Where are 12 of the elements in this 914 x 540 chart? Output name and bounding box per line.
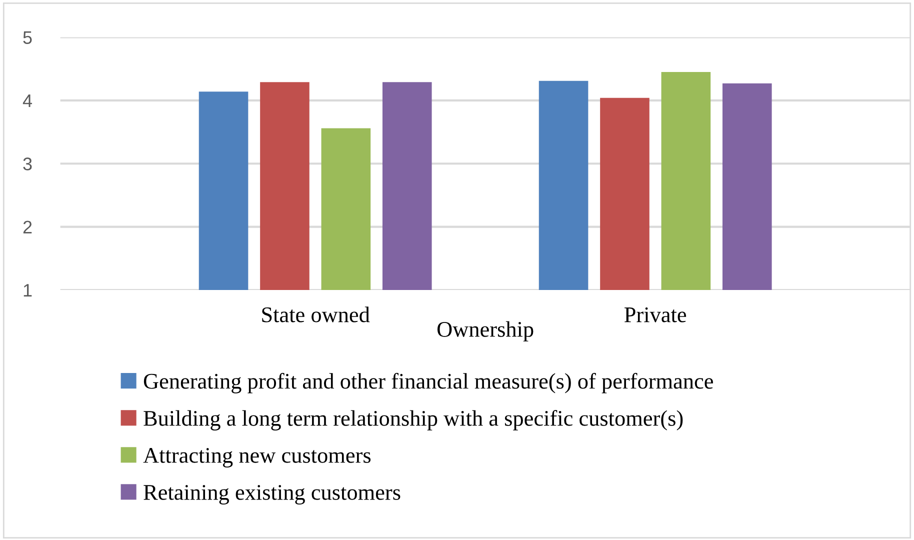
x-tick-label: Private bbox=[624, 307, 686, 322]
legend-label: Generating profit and other financial measure(s) of performance bbox=[144, 372, 713, 394]
x-tick-label: State owned bbox=[262, 306, 370, 322]
y-tick-label: 4 bbox=[22, 94, 32, 107]
x-axis-title: Ownership bbox=[437, 321, 534, 342]
legend-label: Retaining existing customers bbox=[144, 484, 400, 504]
y-tick-label: 5 bbox=[23, 31, 32, 44]
y-tick-label: 1 bbox=[24, 284, 32, 297]
legend-label: Attracting new customers bbox=[143, 448, 371, 468]
legend-label: Building a long term relationship with a specific customer(s) bbox=[144, 410, 683, 430]
y-tick-label: 2 bbox=[23, 220, 32, 234]
y-tick-label: 3 bbox=[23, 158, 32, 170]
